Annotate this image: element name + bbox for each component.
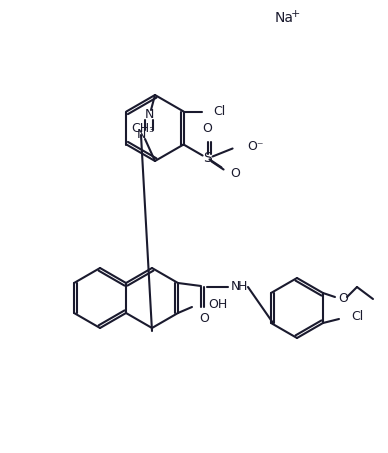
- Text: Cl: Cl: [213, 105, 226, 118]
- Text: S: S: [203, 151, 212, 165]
- Text: +: +: [291, 9, 300, 19]
- Text: N: N: [231, 280, 240, 294]
- Text: O⁻: O⁻: [248, 140, 264, 153]
- Text: O: O: [199, 313, 209, 326]
- Text: CH₃: CH₃: [132, 122, 154, 135]
- Text: OH: OH: [208, 299, 227, 312]
- Text: N: N: [136, 129, 146, 141]
- Text: H: H: [238, 280, 248, 294]
- Text: O: O: [338, 293, 348, 305]
- Text: Na: Na: [275, 11, 294, 25]
- Text: Cl: Cl: [351, 310, 363, 323]
- Text: N: N: [144, 109, 154, 121]
- Text: O: O: [230, 167, 241, 180]
- Text: O: O: [203, 122, 213, 135]
